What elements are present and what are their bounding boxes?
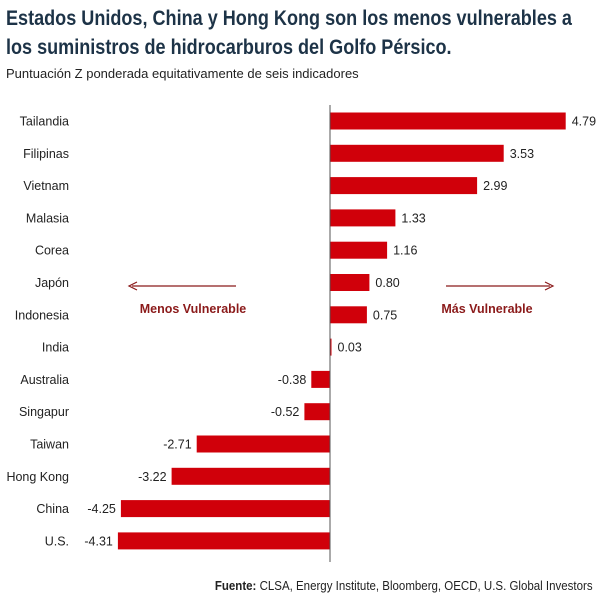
value-label: 3.53 [510,147,534,161]
value-label: 2.99 [483,179,507,193]
bar-corea [330,241,388,259]
chart-subtitle: Puntuación Z ponderada equitativamente d… [6,66,359,81]
value-label: -2.71 [163,438,192,452]
title-line-2: los suministros de hidrocarburos del Gol… [6,36,452,59]
category-label: Singapur [19,405,69,419]
category-label: Japón [35,276,69,290]
category-label: India [42,341,69,355]
value-label: -3.22 [138,470,167,484]
source-label: Fuente: [215,579,257,593]
bar-taiwan [196,435,330,453]
value-label: 0.03 [338,341,362,355]
value-label: 1.16 [393,244,417,258]
title-line-1: Estados Unidos, China y Hong Kong son lo… [6,7,572,30]
value-label: 4.79 [572,115,596,129]
bar-india [330,338,332,356]
category-label: Australia [20,373,69,387]
category-label: Filipinas [23,147,69,161]
category-label: Corea [35,244,69,258]
category-label: Tailandia [20,115,69,129]
source-text: CLSA, Energy Institute, Bloomberg, OECD,… [259,579,593,593]
category-label: China [36,502,69,516]
bar-malasia [330,209,396,227]
more-vulnerable-arrowhead [544,281,555,291]
bar-filipinas [330,144,504,162]
source-note: Fuente: CLSA, Energy Institute, Bloomber… [215,579,593,593]
category-label: Hong Kong [6,470,69,484]
value-label: 0.80 [375,276,399,290]
bar-jap-n [330,274,370,291]
less-vulnerable-arrowhead [127,281,138,291]
less-vulnerable-label: Menos Vulnerable [140,302,247,316]
bar-singapur [304,403,330,421]
category-label: Malasia [26,211,69,225]
bar-vietnam [330,177,478,195]
bar-indonesia [330,306,367,324]
value-label: -4.31 [84,534,113,548]
bar-hong-kong [171,467,330,485]
category-label: U.S. [45,534,69,548]
category-label: Indonesia [15,308,69,322]
bar-u-s [117,532,331,550]
labels-group: Tailandia 4.79 Filipinas 3.53 Vietnam 2.99 Mal… [6,115,596,549]
more-vulnerable-label: Más Vulnerable [441,302,532,316]
bars-group [117,112,566,550]
bar-china [120,500,331,518]
value-label: -0.38 [278,373,307,387]
value-label: -4.25 [87,502,116,516]
chart-title: Estados Unidos, China y Hong Kong son lo… [6,4,572,62]
value-label: -0.52 [271,405,300,419]
bar-tailandia [330,112,566,130]
category-label: Vietnam [23,179,69,193]
annotations-group: Menos Vulnerable Más Vulnerable [127,281,555,316]
bar-australia [311,370,330,388]
value-label: 0.75 [373,308,397,322]
value-label: 1.33 [401,211,425,225]
category-label: Taiwan [30,438,69,452]
